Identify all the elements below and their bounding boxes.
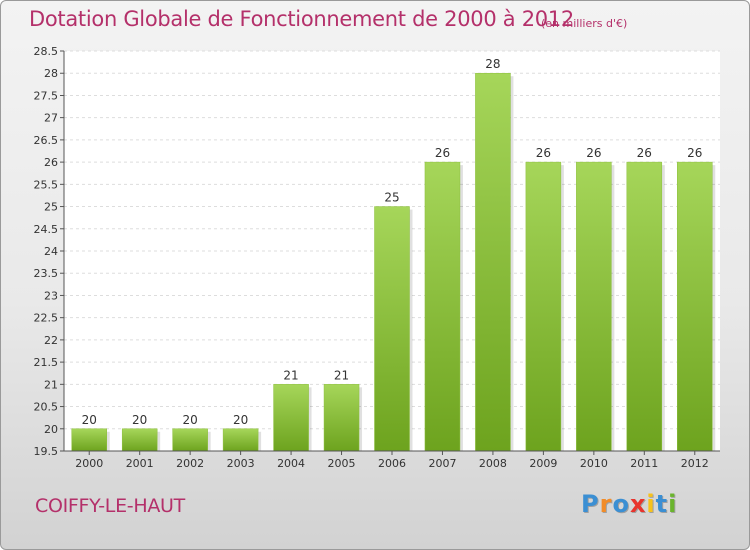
- y-tick-label: 25.5: [34, 178, 59, 191]
- bar-2012[interactable]: [677, 161, 713, 452]
- bar-2001[interactable]: [121, 428, 158, 452]
- bar-value-label: 20: [183, 413, 198, 427]
- bar-value-label: 20: [132, 413, 147, 427]
- bar-2000[interactable]: [71, 428, 107, 452]
- y-tick-label: 28.5: [34, 45, 59, 58]
- y-tick-label: 22: [44, 334, 58, 347]
- y-tick-label: 27.5: [34, 89, 59, 102]
- bar-2002[interactable]: [172, 428, 208, 452]
- y-tick-label: 20: [44, 423, 58, 436]
- x-tick-label: 2001: [126, 457, 154, 470]
- y-tick-label: 26.5: [34, 134, 59, 147]
- bar-value-label: 20: [233, 413, 248, 427]
- x-tick-label: 2003: [227, 457, 255, 470]
- logo-letter: i: [646, 490, 656, 518]
- logo-letter: x: [629, 490, 647, 518]
- bar-2005[interactable]: [323, 384, 360, 452]
- bar-value-label: 26: [586, 146, 601, 160]
- logo-letter: t: [655, 490, 669, 518]
- y-tick-label: 23.5: [34, 267, 59, 280]
- y-tick-label: 21: [44, 378, 58, 391]
- x-tick-label: 2007: [428, 457, 456, 470]
- y-tick-label: 24.5: [34, 223, 59, 236]
- y-tick-label: 20.5: [34, 401, 59, 414]
- x-tick-label: 2006: [378, 457, 406, 470]
- y-tick-label: 25: [44, 201, 58, 214]
- x-tick-label: 2012: [681, 457, 709, 470]
- logo-letter: r: [599, 490, 613, 518]
- x-tick-label: 2002: [176, 457, 204, 470]
- x-tick-label: 2009: [529, 457, 557, 470]
- bar-2011[interactable]: [626, 161, 663, 452]
- bar-2007[interactable]: [424, 161, 461, 452]
- commune-name: COIFFY-LE-HAUT: [35, 495, 185, 517]
- y-tick-label: 22.5: [34, 312, 59, 325]
- y-tick-label: 28: [44, 67, 58, 80]
- logo-letter: i: [668, 490, 678, 518]
- bar-2009[interactable]: [525, 161, 562, 452]
- y-tick-label: 23: [44, 289, 58, 302]
- proxiti-logo[interactable]: Proxiti: [581, 490, 677, 518]
- x-tick-label: 2000: [75, 457, 103, 470]
- x-tick-label: 2005: [328, 457, 356, 470]
- bar-2010[interactable]: [576, 161, 612, 452]
- bar-2006[interactable]: [374, 206, 410, 452]
- logo-letter: o: [612, 490, 630, 518]
- x-tick-label: 2010: [580, 457, 608, 470]
- x-tick-label: 2008: [479, 457, 507, 470]
- y-tick-label: 19.5: [34, 445, 59, 458]
- y-tick-label: 24: [44, 245, 58, 258]
- bar-value-label: 21: [334, 368, 349, 382]
- bar-value-label: 25: [384, 191, 399, 205]
- bar-value-label: 26: [637, 146, 652, 160]
- bar-value-label: 28: [485, 57, 500, 71]
- bar-2008[interactable]: [475, 72, 511, 452]
- y-tick-label: 26: [44, 156, 58, 169]
- bar-value-label: 26: [536, 146, 551, 160]
- chart-title: Dotation Globale de Fonctionnement de 20…: [29, 7, 574, 31]
- bar-value-label: 26: [687, 146, 702, 160]
- bar-value-label: 20: [82, 413, 97, 427]
- logo-letter: P: [581, 490, 600, 518]
- bar-2004[interactable]: [273, 384, 309, 452]
- x-tick-label: 2004: [277, 457, 305, 470]
- bar-2003[interactable]: [222, 428, 259, 452]
- y-tick-label: 21.5: [34, 356, 59, 369]
- bar-value-label: 26: [435, 146, 450, 160]
- y-tick-label: 27: [44, 112, 58, 125]
- chart-subtitle: (en milliers d'€): [541, 17, 628, 30]
- x-tick-label: 2011: [630, 457, 658, 470]
- bar-value-label: 21: [283, 368, 298, 382]
